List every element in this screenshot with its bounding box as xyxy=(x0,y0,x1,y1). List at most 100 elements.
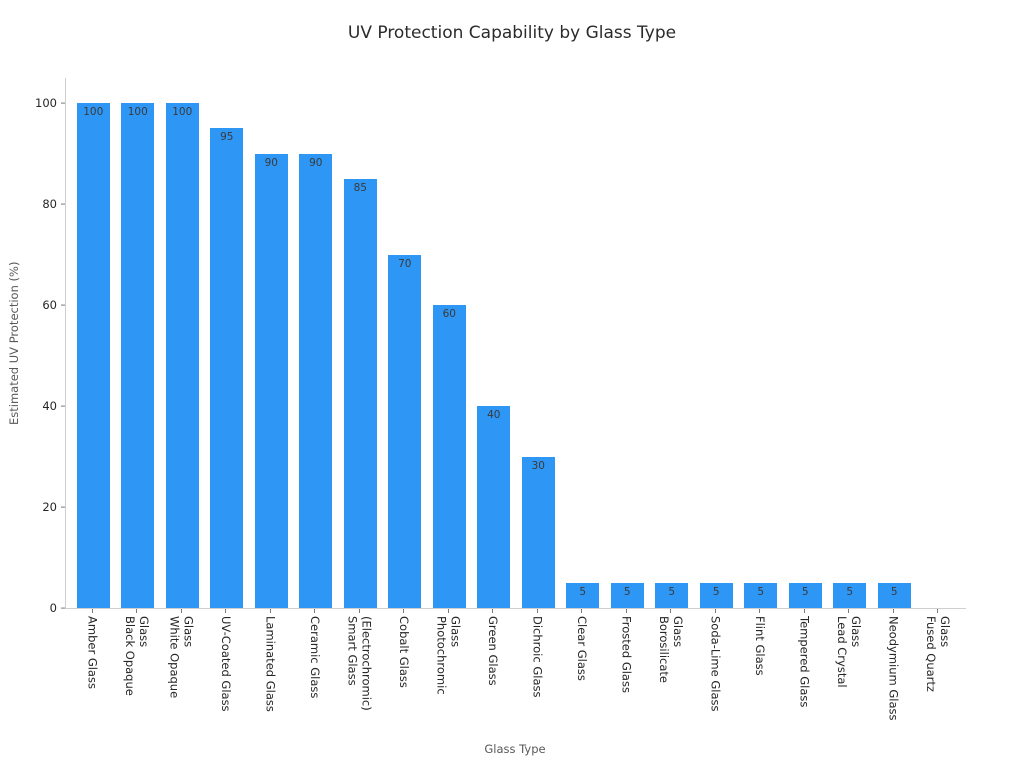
bar: 90 xyxy=(254,153,288,608)
x-tick-mark xyxy=(180,609,182,613)
x-tick-mark xyxy=(447,609,449,613)
x-tick: UV-Coated Glass xyxy=(204,609,249,721)
x-tick: Borosilicate Glass xyxy=(649,609,694,721)
bar: 5 xyxy=(744,582,778,608)
bar: 5 xyxy=(610,582,644,608)
x-tick-mark xyxy=(848,609,850,613)
x-tick: Smart Glass (Electrochromic) xyxy=(337,609,382,721)
bar-slot: 5 xyxy=(739,78,784,608)
x-tick-label: Ceramic Glass xyxy=(307,616,322,699)
x-tick-mark xyxy=(269,609,271,613)
bar-slot: 5 xyxy=(605,78,650,608)
bar-value-label: 95 xyxy=(220,131,234,144)
x-tick: Amber Glass xyxy=(70,609,115,721)
bar: 5 xyxy=(877,582,911,608)
x-tick-label: White Opaque Glass xyxy=(167,616,196,699)
bar-slot: 90 xyxy=(249,78,294,608)
y-tick-mark xyxy=(61,102,65,104)
y-axis-title: Estimated UV Protection (%) xyxy=(7,261,21,425)
x-tick-mark xyxy=(91,609,93,613)
bar: 30 xyxy=(521,456,555,608)
x-axis-title: Glass Type xyxy=(484,742,546,756)
bar-slot: 5 xyxy=(872,78,917,608)
bar-slot: 85 xyxy=(338,78,383,608)
x-tick: Flint Glass xyxy=(738,609,783,721)
bar: 100 xyxy=(76,103,110,608)
bar-value-label: 85 xyxy=(353,181,367,194)
bar: 5 xyxy=(833,582,867,608)
bar-value-label: 100 xyxy=(83,106,104,119)
bar: 5 xyxy=(655,582,689,608)
x-tick: Lead Crystal Glass xyxy=(827,609,872,721)
x-tick-mark xyxy=(314,609,316,613)
y-tick-mark xyxy=(61,405,65,407)
plot-area: 100 100 100 95 90 90 85 70 60 40 30 5 5 5 5 5 5 5 5 0 20 40 6… xyxy=(35,78,966,615)
x-tick: Photochromic Glass xyxy=(426,609,471,721)
bar-value-label: 5 xyxy=(846,585,854,598)
x-tick: White Opaque Glass xyxy=(159,609,204,721)
bar-value-label: 90 xyxy=(309,156,323,169)
x-tick-label: Flint Glass xyxy=(752,616,767,676)
x-tick-mark xyxy=(892,609,894,613)
bar-value-label: 30 xyxy=(531,459,545,472)
bar: 85 xyxy=(343,178,377,608)
x-tick-mark xyxy=(136,609,138,613)
x-tick-mark xyxy=(536,609,538,613)
x-tick-mark xyxy=(937,609,939,613)
x-tick-label: Green Glass xyxy=(485,616,500,686)
x-tick-mark xyxy=(358,609,360,613)
y-tick-label: 80 xyxy=(42,197,57,212)
bar-value-label: 90 xyxy=(264,156,278,169)
x-tick-label: Fused Quartz Glass xyxy=(923,616,953,692)
y-tick-label: 20 xyxy=(42,500,57,515)
bar: 100 xyxy=(121,103,155,608)
bar: 5 xyxy=(788,582,822,608)
bar: 40 xyxy=(477,406,511,608)
y-tick-mark xyxy=(61,304,65,306)
x-tick-label: Neodymium Glass xyxy=(886,616,901,721)
bar-value-label: 5 xyxy=(579,585,587,598)
bar-slot: 5 xyxy=(561,78,606,608)
bars: 100 100 100 95 90 90 85 70 60 40 30 5 5 5 5 5 5 5 5 xyxy=(66,78,966,608)
x-tick: Ceramic Glass xyxy=(293,609,338,721)
x-tick-mark xyxy=(714,609,716,613)
bar-value-label: 100 xyxy=(127,106,148,119)
x-tick-label: Lead Crystal Glass xyxy=(834,616,864,688)
y-tick-label: 100 xyxy=(35,96,57,111)
x-tick-label: Dichroic Glass xyxy=(530,616,545,698)
bar-slot xyxy=(917,78,962,608)
y-tick-mark xyxy=(61,607,65,609)
x-tick-mark xyxy=(581,609,583,613)
x-tick-label: Borosilicate Glass xyxy=(656,616,686,683)
x-tick-label: Photochromic Glass xyxy=(434,616,463,695)
x-tick: Soda-Lime Glass xyxy=(693,609,738,721)
x-tick-mark xyxy=(670,609,672,613)
x-tick: Laminated Glass xyxy=(248,609,293,721)
x-tick-label: Tempered Glass xyxy=(797,616,812,708)
bar-slot: 5 xyxy=(828,78,873,608)
x-tick-mark xyxy=(803,609,805,613)
x-tick: Neodymium Glass xyxy=(871,609,916,721)
bar-value-label: 5 xyxy=(757,585,765,598)
bar-slot: 60 xyxy=(427,78,472,608)
x-tick: Cobalt Glass xyxy=(382,609,427,721)
bar: 90 xyxy=(299,153,333,608)
x-tick-label: Amber Glass xyxy=(85,616,100,689)
y-tick-mark xyxy=(61,506,65,508)
bar-slot: 5 xyxy=(694,78,739,608)
x-tick: Frosted Glass xyxy=(604,609,649,721)
x-tick: Fused Quartz Glass xyxy=(916,609,961,721)
y-tick-label: 0 xyxy=(49,601,57,615)
y-tick-label: 40 xyxy=(42,399,57,414)
bar-value-label: 100 xyxy=(172,106,193,119)
x-tick-mark xyxy=(403,609,405,613)
bar-value-label: 5 xyxy=(712,585,720,598)
bar: 5 xyxy=(566,582,600,608)
x-tick-mark xyxy=(625,609,627,613)
x-tick: Green Glass xyxy=(471,609,516,721)
x-tick-label: Smart Glass (Electrochromic) xyxy=(345,616,374,711)
chart-title: UV Protection Capability by Glass Type xyxy=(347,23,677,43)
bar-slot: 95 xyxy=(205,78,250,608)
bar-value-label: 40 xyxy=(487,409,501,422)
